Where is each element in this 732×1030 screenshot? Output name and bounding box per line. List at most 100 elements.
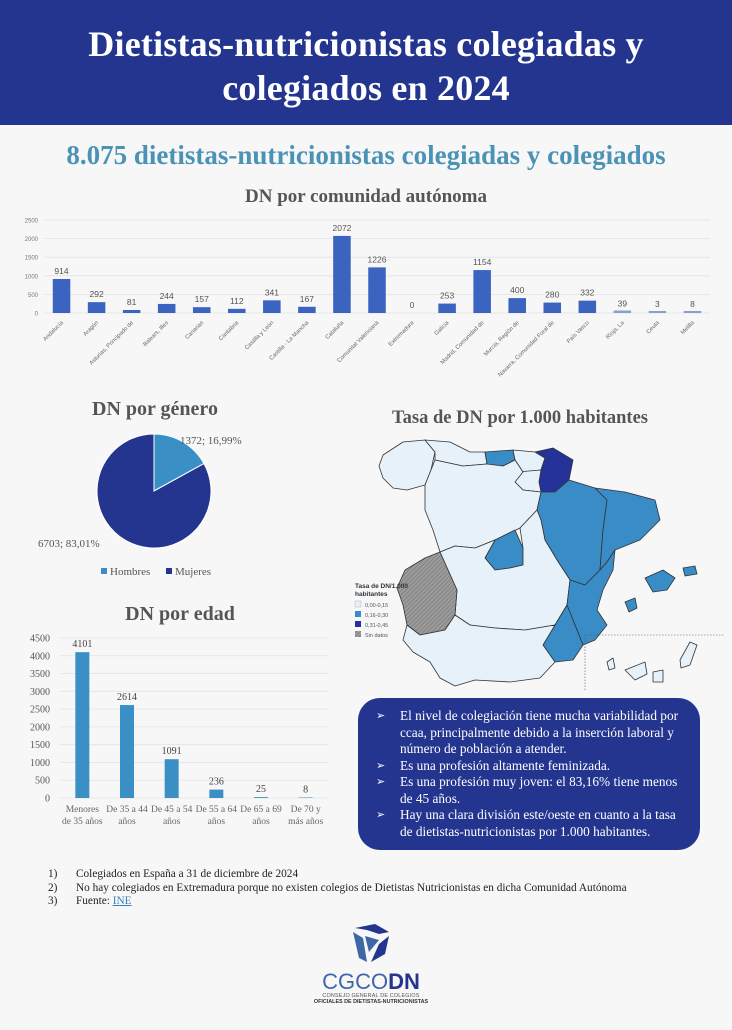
total-subtitle: 8.075 dietistas-nutricionistas colegiada… bbox=[66, 140, 666, 170]
bar-value-label: 167 bbox=[300, 294, 314, 304]
cgcodn-logo: CGCODN CONSEJO GENERAL DE COLEGIOS OFICI… bbox=[306, 922, 436, 1005]
x-category-label: De 35 a 44 bbox=[106, 805, 148, 815]
x-category-label: Castilla y León bbox=[244, 320, 275, 351]
x-category-label: años bbox=[163, 817, 181, 827]
footnote-3: 3) Fuente: INE bbox=[48, 895, 627, 909]
y-tick-label: 1500 bbox=[30, 740, 50, 751]
bar bbox=[87, 302, 106, 313]
bar-value-label: 280 bbox=[545, 290, 559, 300]
map-legend-title-2: habitantes bbox=[355, 591, 388, 598]
map-legend: Tasa de DN/1.000 habitantes 0,00-0,15 0,… bbox=[354, 583, 408, 639]
y-tick-label: 2000 bbox=[30, 722, 50, 733]
pie-data-label-hombres: 1372; 16,99% bbox=[180, 435, 242, 447]
key-finding-text: Es una profesión altamente feminizada. bbox=[400, 757, 611, 773]
legend-swatch-hombres bbox=[101, 568, 107, 574]
x-category-label: Cantabria bbox=[218, 320, 241, 343]
x-category-label: Aragón bbox=[83, 320, 100, 337]
map-region-canarias-3 bbox=[652, 669, 664, 683]
bar-value-label: 1154 bbox=[473, 257, 492, 267]
bar bbox=[192, 307, 211, 313]
x-category-label: Castilla - La Mancha bbox=[269, 320, 311, 362]
map-region-baleares-ibiza bbox=[624, 597, 638, 613]
bar bbox=[209, 789, 224, 798]
bar bbox=[254, 797, 268, 798]
x-category-label: años bbox=[208, 817, 226, 827]
legend-label-nodata: Sin datos bbox=[365, 633, 388, 639]
source-link-ine[interactable]: INE bbox=[112, 895, 132, 907]
page-header: Dietistas-nutricionistas colegiadas y co… bbox=[0, 0, 732, 125]
x-category-label: De 55 a 64 bbox=[196, 805, 238, 815]
x-category-label: De 70 y bbox=[291, 805, 321, 815]
cgcodn-logo-icon bbox=[353, 924, 389, 962]
y-tick-label: 500 bbox=[35, 776, 50, 787]
y-tick-label: 500 bbox=[28, 293, 39, 299]
footnote-2: 2) No hay colegiados en Extremadura porq… bbox=[48, 882, 627, 896]
bar-value-label: 25 bbox=[256, 784, 266, 795]
bar-value-label: 4101 bbox=[72, 639, 92, 650]
bar bbox=[543, 302, 562, 313]
y-tick-label: 2000 bbox=[25, 237, 39, 243]
x-category-label: De 45 a 54 bbox=[151, 805, 193, 815]
bar-value-label: 1226 bbox=[368, 254, 387, 264]
y-tick-label: 4000 bbox=[30, 651, 50, 662]
canarias-inset-frame bbox=[584, 634, 725, 690]
pie-data-label-mujeres: 6703; 83,01% bbox=[38, 538, 100, 550]
key-finding-item: ➢ El nivel de colegiación tiene mucha var… bbox=[376, 708, 686, 758]
bar bbox=[228, 308, 246, 313]
bar bbox=[75, 652, 90, 798]
bar-value-label: 400 bbox=[510, 285, 524, 295]
legend-label-high: 0,31-0,45 bbox=[365, 623, 388, 629]
legend-swatch-high bbox=[355, 621, 361, 627]
key-finding-text: El nivel de colegiación tiene mucha vari… bbox=[400, 708, 679, 756]
x-category-label: Galicia bbox=[434, 320, 451, 337]
bar-value-label: 8 bbox=[303, 785, 308, 796]
x-category-label: Balears, Illes bbox=[142, 320, 170, 348]
arrow-bullet-icon: ➢ bbox=[376, 776, 386, 788]
x-category-label: De 65 a 69 bbox=[240, 805, 282, 815]
x-category-label: años bbox=[252, 817, 270, 827]
bar bbox=[122, 309, 141, 313]
bar-value-label: 2614 bbox=[117, 692, 137, 703]
x-category-label: Extremadura bbox=[388, 320, 416, 348]
x-category-label: Andalucía bbox=[42, 320, 65, 343]
map-region-canarias-2 bbox=[624, 661, 648, 681]
bar-value-label: 253 bbox=[440, 291, 454, 301]
bar bbox=[298, 306, 316, 313]
x-category-label: Canarias bbox=[185, 320, 206, 341]
age-chart-title: DN por edad bbox=[125, 603, 235, 625]
map-region-baleares-mallorca bbox=[644, 569, 676, 593]
footnotes: 1) Colegiados en España a 31 de diciembr… bbox=[48, 868, 627, 909]
age-bar-chart: 0 500 1000 1500 2000 2500 3000 3500 4000 4500 4101… bbox=[30, 634, 328, 827]
bar-value-label: 8 bbox=[690, 299, 695, 309]
bar-value-label: 2072 bbox=[332, 223, 351, 233]
key-finding-item: ➢ Es una profesión muy joven: el 83,16% t… bbox=[376, 774, 686, 807]
bar bbox=[164, 759, 179, 798]
y-tick-label: 0 bbox=[45, 794, 50, 805]
logo-wordmark-part2: DN bbox=[388, 969, 420, 994]
bar bbox=[120, 705, 134, 798]
arrow-bullet-icon: ➢ bbox=[376, 710, 386, 722]
bar-value-label: 39 bbox=[618, 299, 628, 309]
map-region-canarias-1 bbox=[606, 657, 616, 671]
bar-value-label: 341 bbox=[265, 287, 279, 297]
bar-value-label: 157 bbox=[195, 294, 209, 304]
key-finding-text: Hay una clara división este/oeste en cua… bbox=[400, 807, 676, 839]
x-category-label: Murcia, Región de bbox=[483, 320, 521, 358]
bar bbox=[157, 303, 176, 313]
logo-wordmark: CGCODN bbox=[306, 971, 436, 993]
y-tick-label: 4500 bbox=[30, 634, 50, 645]
bar bbox=[438, 303, 456, 313]
y-tick-label: 1000 bbox=[25, 274, 39, 280]
key-findings-list: ➢ El nivel de colegiación tiene mucha var… bbox=[376, 708, 686, 840]
bar bbox=[333, 235, 351, 313]
bar-value-label: 0 bbox=[410, 300, 415, 310]
y-tick-label: 1500 bbox=[25, 256, 39, 262]
legend-swatch-nodata bbox=[355, 631, 361, 637]
key-findings-box: ➢ El nivel de colegiación tiene mucha var… bbox=[358, 698, 700, 850]
key-finding-item: ➢ Es una profesión altamente feminizada. bbox=[376, 758, 686, 775]
footnote-number: 1) bbox=[48, 868, 58, 880]
gender-pie-chart: 1372; 16,99% 6703; 83,01% Hombres Mujeres bbox=[38, 433, 242, 578]
logo-subtitle-1: CONSEJO GENERAL DE COLEGIOS bbox=[322, 993, 420, 999]
bar-value-label: 236 bbox=[209, 777, 224, 788]
bar-value-label: 3 bbox=[655, 299, 660, 309]
